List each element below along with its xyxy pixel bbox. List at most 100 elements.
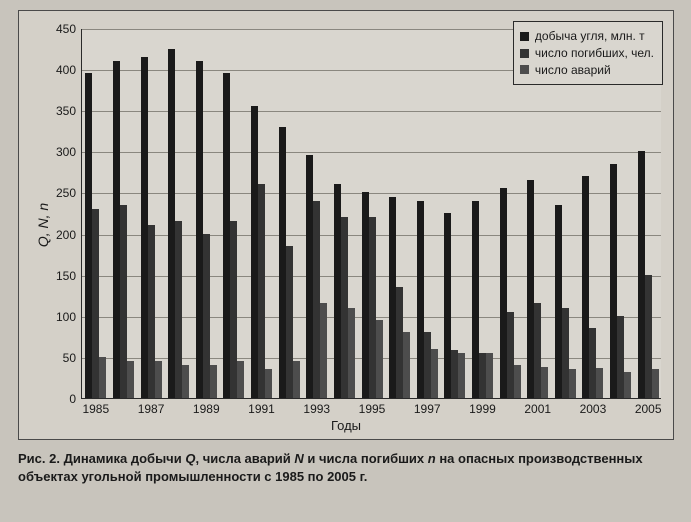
bar — [645, 275, 652, 398]
legend-item-deaths: число погибших, чел. — [520, 45, 654, 62]
bar — [113, 61, 120, 398]
bar — [376, 320, 383, 398]
caption-prefix: Рис. 2. Динамика добычи — [18, 451, 185, 466]
x-tick-label: 2001 — [524, 402, 551, 416]
y-tick-label: 400 — [56, 63, 76, 77]
legend-swatch-icon — [520, 65, 529, 74]
bar — [444, 213, 451, 398]
bar — [458, 353, 465, 398]
y-tick-label: 300 — [56, 145, 76, 159]
bar — [120, 205, 127, 398]
y-tick-label: 450 — [56, 22, 76, 36]
legend-swatch-icon — [520, 32, 529, 41]
legend-swatch-icon — [520, 49, 529, 58]
x-tick-label: 1997 — [414, 402, 441, 416]
x-tick-label: 1985 — [82, 402, 109, 416]
y-tick-label: 350 — [56, 104, 76, 118]
bar — [175, 221, 182, 398]
bar — [306, 155, 313, 398]
bar — [279, 127, 286, 398]
bar — [168, 49, 175, 398]
bar — [362, 192, 369, 398]
legend-label: добыча угля, млн. т — [535, 28, 645, 45]
y-tick-label: 150 — [56, 269, 76, 283]
bar — [237, 361, 244, 398]
bar — [562, 308, 569, 398]
caption-mid1: , числа аварий — [195, 451, 294, 466]
figure: Q, N, n 0 50 100 150 200 250 300 350 400 450 1985 1… — [0, 0, 691, 522]
x-axis-title: Годы — [19, 418, 673, 433]
y-tick-label: 50 — [63, 351, 76, 365]
bar — [396, 287, 403, 398]
caption-n-big: N — [294, 451, 303, 466]
caption-n-small: n — [428, 451, 436, 466]
legend-item-accidents: число аварий — [520, 62, 654, 79]
bar — [514, 365, 521, 398]
bar — [486, 353, 493, 398]
bar — [99, 357, 106, 398]
y-tick-label: 0 — [69, 392, 76, 406]
bar — [210, 365, 217, 398]
y-axis-title: Q, N, n — [35, 203, 51, 247]
bar — [500, 188, 507, 398]
figure-caption: Рис. 2. Динамика добычи Q, числа аварий … — [18, 450, 673, 485]
bar — [596, 368, 603, 398]
bar — [507, 312, 514, 398]
bar — [265, 369, 272, 398]
legend-label: число аварий — [535, 62, 611, 79]
bar — [182, 365, 189, 398]
bar — [223, 73, 230, 398]
bar — [148, 225, 155, 398]
bar — [203, 234, 210, 398]
bar — [638, 151, 645, 398]
chart-panel: Q, N, n 0 50 100 150 200 250 300 350 400 450 1985 1… — [18, 10, 674, 440]
bar — [258, 184, 265, 398]
y-tick-label: 250 — [56, 186, 76, 200]
legend-label: число погибших, чел. — [535, 45, 654, 62]
x-tick-label: 2005 — [635, 402, 662, 416]
bar — [589, 328, 596, 398]
x-axis-title-text: Годы — [331, 418, 361, 433]
bar — [417, 201, 424, 398]
bar — [555, 205, 562, 398]
bar — [610, 164, 617, 398]
x-tick-label: 1989 — [193, 402, 220, 416]
y-axis-title-text: Q, N, n — [35, 203, 51, 247]
bar — [541, 367, 548, 398]
bar — [155, 361, 162, 398]
bar — [624, 372, 631, 398]
bar — [85, 73, 92, 398]
bar — [196, 61, 203, 398]
bar — [293, 361, 300, 398]
bar — [286, 246, 293, 398]
bar — [472, 201, 479, 398]
legend: добыча угля, млн. т число погибших, чел.… — [513, 21, 663, 85]
bar — [451, 350, 458, 398]
caption-mid2: и числа погибших — [304, 451, 428, 466]
bar — [389, 197, 396, 398]
bar — [569, 369, 576, 398]
bar — [582, 176, 589, 398]
bar — [424, 332, 431, 398]
bar — [141, 57, 148, 398]
caption-q: Q — [185, 451, 195, 466]
bar — [92, 209, 99, 398]
x-tick-label: 1995 — [359, 402, 386, 416]
x-tick-label: 1999 — [469, 402, 496, 416]
bar — [313, 201, 320, 398]
y-tick-label: 200 — [56, 228, 76, 242]
bar — [348, 308, 355, 398]
bar — [341, 217, 348, 398]
bar — [479, 353, 486, 398]
bar — [534, 303, 541, 398]
x-tick-label: 1993 — [303, 402, 330, 416]
x-tick-label: 1987 — [138, 402, 165, 416]
bar — [617, 316, 624, 398]
x-tick-label: 2003 — [580, 402, 607, 416]
bar — [527, 180, 534, 398]
y-tick-label: 100 — [56, 310, 76, 324]
bar — [251, 106, 258, 398]
legend-item-coal: добыча угля, млн. т — [520, 28, 654, 45]
bar — [320, 303, 327, 398]
bar — [127, 361, 134, 398]
